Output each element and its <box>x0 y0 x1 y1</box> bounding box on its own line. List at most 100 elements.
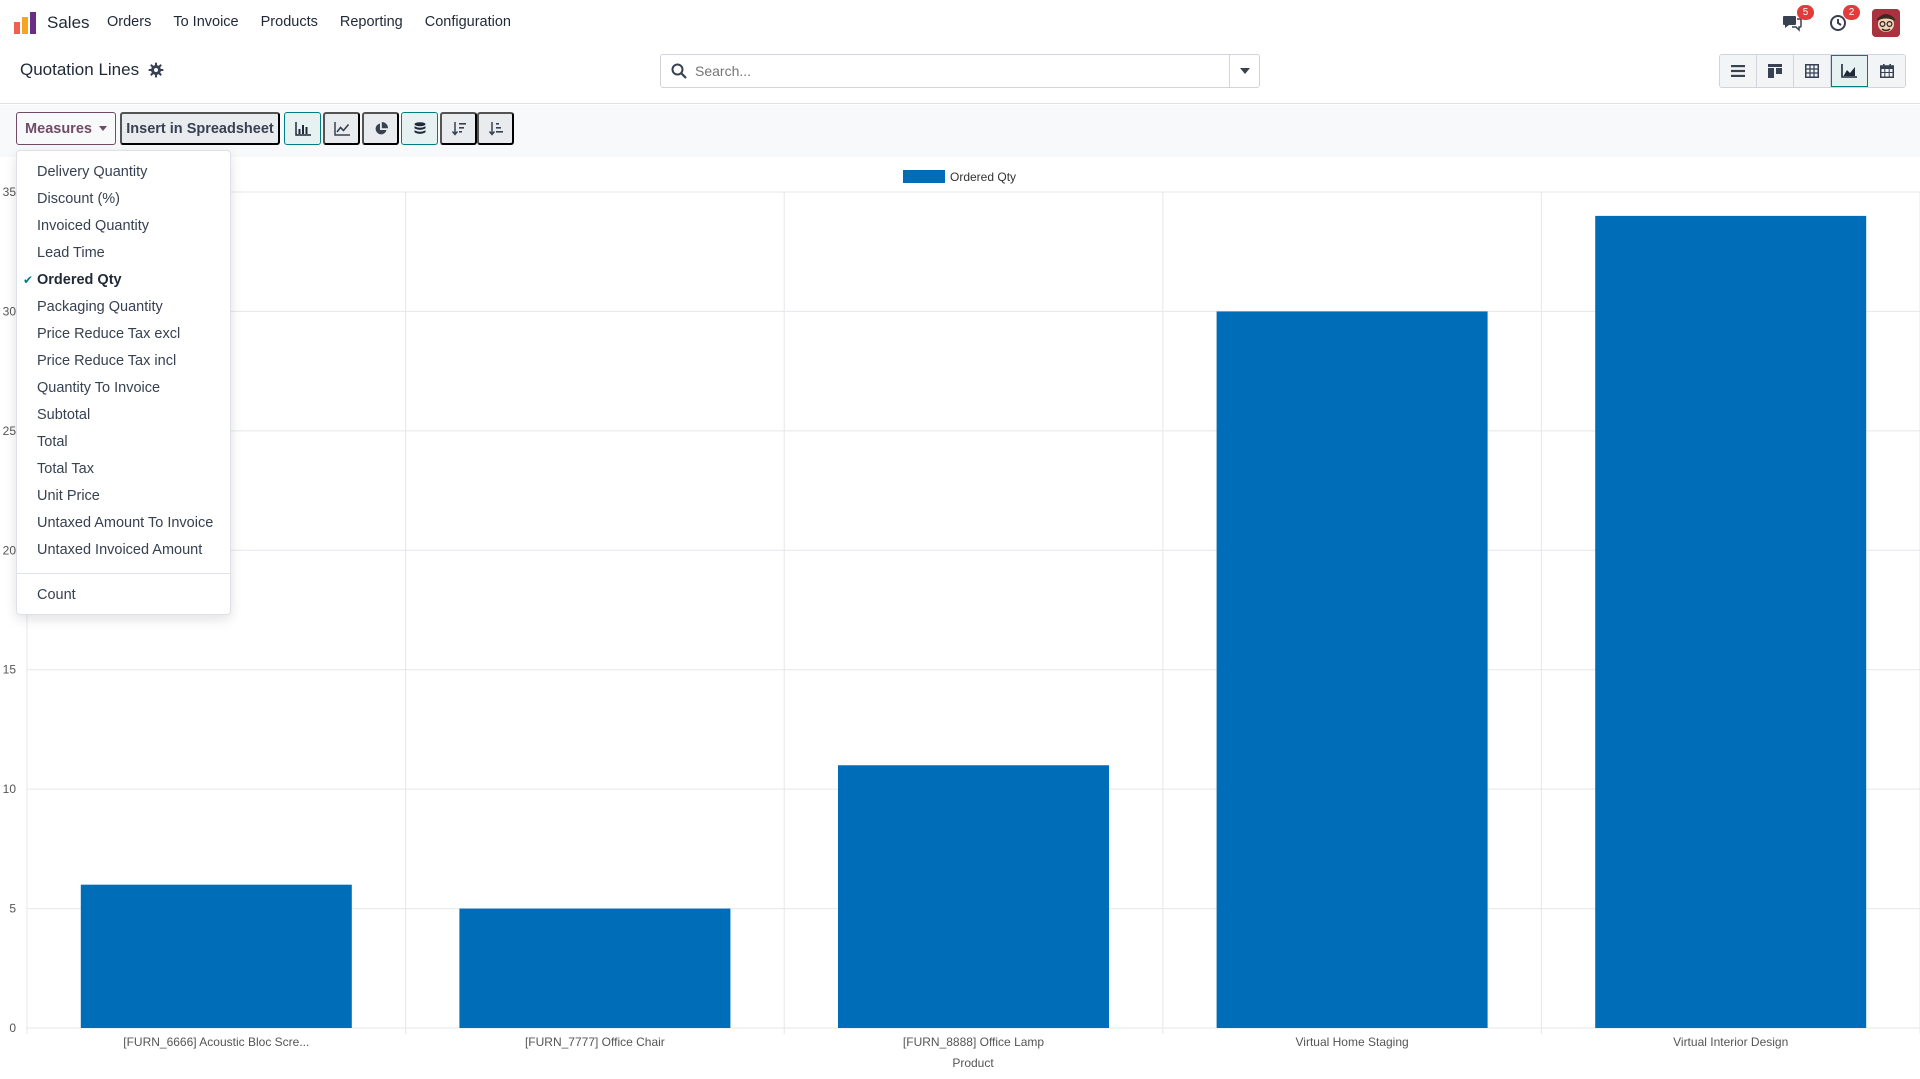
sales-app-icon[interactable] <box>14 12 38 34</box>
sort-descending-icon <box>451 121 466 136</box>
user-avatar[interactable] <box>1872 9 1900 37</box>
measure-label: Subtotal <box>37 407 91 423</box>
measure-item-total[interactable]: Total <box>17 429 230 456</box>
menu-item-configuration[interactable]: Configuration <box>424 14 511 30</box>
calendar-view-button[interactable] <box>1868 55 1905 87</box>
caret-down-icon <box>98 126 107 131</box>
measure-item-invoiced-quantity[interactable]: Invoiced Quantity <box>17 213 230 240</box>
x-tick-label: [FURN_6666] Acoustic Bloc Scre... <box>123 1035 309 1049</box>
caret-down-icon <box>1239 68 1250 74</box>
measure-item-untaxed-invoiced-amount[interactable]: Untaxed Invoiced Amount <box>17 537 230 564</box>
pie-chart-icon <box>375 121 388 134</box>
pie-chart-button[interactable] <box>362 112 399 145</box>
activities-button[interactable]: 2 <box>1826 5 1860 35</box>
search-input[interactable] <box>695 63 1215 79</box>
measures-label: Measures <box>25 120 92 137</box>
systray: 5 2 <box>1780 5 1900 37</box>
bar-chart: 0 5 10 15 20 25 30 35 [FURN_6666] Acoustic Bloc … <box>3 170 1920 1070</box>
measure-item-quantity-to-invoice[interactable]: Quantity To Invoice <box>17 375 230 402</box>
messages-badge: 5 <box>1797 5 1814 20</box>
kanban-icon <box>1768 64 1782 78</box>
bar <box>1216 311 1488 1028</box>
measure-label: Untaxed Amount To Invoice <box>37 515 214 531</box>
graph-view-button[interactable] <box>1831 55 1868 87</box>
top-navbar: Sales Orders To Invoice Products Reporti… <box>0 0 1920 46</box>
x-tick-label: [FURN_8888] Office Lamp <box>903 1035 1045 1049</box>
sort-descending-button[interactable] <box>440 112 477 145</box>
x-tick-label: Virtual Interior Design <box>1673 1035 1788 1049</box>
measure-item-untaxed-amount-to-invoice[interactable]: Untaxed Amount To Invoice <box>17 510 230 537</box>
measure-item-price-reduce-tax-incl[interactable]: Price Reduce Tax incl <box>17 348 230 375</box>
measure-item-price-reduce-tax-excl[interactable]: Price Reduce Tax excl <box>17 321 230 348</box>
y-tick-label: 20 <box>3 543 17 557</box>
measure-label: Total Tax <box>37 461 94 477</box>
bar <box>838 765 1109 1028</box>
y-tick-label: 15 <box>3 663 17 677</box>
measure-item-delivery-quantity[interactable]: Delivery Quantity <box>17 159 230 186</box>
bar <box>459 908 731 1028</box>
graph-toolbar: Measures Insert in Spreadsheet <box>0 105 1920 157</box>
measure-label: Invoiced Quantity <box>37 218 150 234</box>
y-tick-label: 5 <box>9 902 16 916</box>
pivot-view-button[interactable] <box>1794 55 1831 87</box>
measure-label: Discount (%) <box>37 191 120 207</box>
calendar-icon <box>1879 64 1894 78</box>
sort-ascending-icon <box>488 121 503 136</box>
view-switcher <box>1719 54 1906 88</box>
measure-label: Unit Price <box>37 488 100 504</box>
search-icon <box>671 63 687 79</box>
menu-item-products[interactable]: Products <box>260 14 318 30</box>
menu-item-reporting[interactable]: Reporting <box>339 14 403 30</box>
activities-badge: 2 <box>1843 5 1860 20</box>
list-icon <box>1731 65 1745 77</box>
control-panel: Quotation Lines <box>0 46 1920 104</box>
table-icon <box>1805 64 1819 78</box>
x-tick-label: Virtual Home Staging <box>1296 1035 1409 1049</box>
measure-label: Price Reduce Tax excl <box>37 326 181 342</box>
kanban-view-button[interactable] <box>1757 55 1794 87</box>
menu-item-to-invoice[interactable]: To Invoice <box>173 14 239 30</box>
dropdown-divider <box>17 573 230 574</box>
measure-label: Ordered Qty <box>37 272 122 288</box>
insert-spreadsheet-button[interactable]: Insert in Spreadsheet <box>120 112 280 145</box>
measures-dropdown: Delivery Quantity Discount (%) Invoiced Qu… <box>16 150 231 615</box>
measure-item-subtotal[interactable]: Subtotal <box>17 402 230 429</box>
bar <box>1595 215 1867 1028</box>
measure-label: Total <box>37 434 68 450</box>
bar-chart-button[interactable] <box>284 112 321 145</box>
main-menu: Orders To Invoice Products Reporting Con… <box>107 14 511 30</box>
measure-item-count[interactable]: Count <box>37 587 76 603</box>
y-tick-label: 0 <box>9 1021 16 1035</box>
measure-label: Quantity To Invoice <box>37 380 161 396</box>
page-title: Quotation Lines <box>20 60 140 79</box>
measure-item-lead-time[interactable]: Lead Time <box>17 240 230 267</box>
measure-item-unit-price[interactable]: Unit Price <box>17 483 230 510</box>
graph-canvas: 0 5 10 15 20 25 30 35 [FURN_6666] Acoustic Bloc … <box>0 157 1920 1079</box>
line-chart-button[interactable] <box>323 112 360 145</box>
clock-icon <box>1830 15 1846 31</box>
y-tick-label: 35 <box>3 185 17 199</box>
stacked-button[interactable] <box>401 112 438 145</box>
legend-swatch <box>903 170 945 183</box>
y-tick-label: 10 <box>3 782 17 796</box>
user-avatar-icon <box>1872 9 1900 37</box>
measure-item-ordered-qty[interactable]: ✔ Ordered Qty <box>17 267 230 294</box>
sort-ascending-button[interactable] <box>477 112 514 145</box>
bar <box>80 884 352 1028</box>
measure-label: Packaging Quantity <box>37 299 163 315</box>
measures-button[interactable]: Measures <box>16 112 116 145</box>
measure-item-total-tax[interactable]: Total Tax <box>17 456 230 483</box>
x-tick-label: [FURN_7777] Office Chair <box>525 1035 665 1049</box>
menu-item-orders[interactable]: Orders <box>107 14 152 30</box>
messages-button[interactable]: 5 <box>1780 5 1814 35</box>
gear-icon[interactable] <box>148 62 164 78</box>
list-view-button[interactable] <box>1720 55 1757 87</box>
search-options-toggle[interactable] <box>1229 55 1259 87</box>
search-bar <box>660 54 1260 88</box>
measure-label: Untaxed Invoiced Amount <box>37 542 203 558</box>
measure-item-packaging-quantity[interactable]: Packaging Quantity <box>17 294 230 321</box>
app-name[interactable]: Sales <box>47 13 90 32</box>
database-icon <box>414 121 425 134</box>
measure-item-discount[interactable]: Discount (%) <box>17 186 230 213</box>
y-tick-label: 30 <box>3 304 17 318</box>
